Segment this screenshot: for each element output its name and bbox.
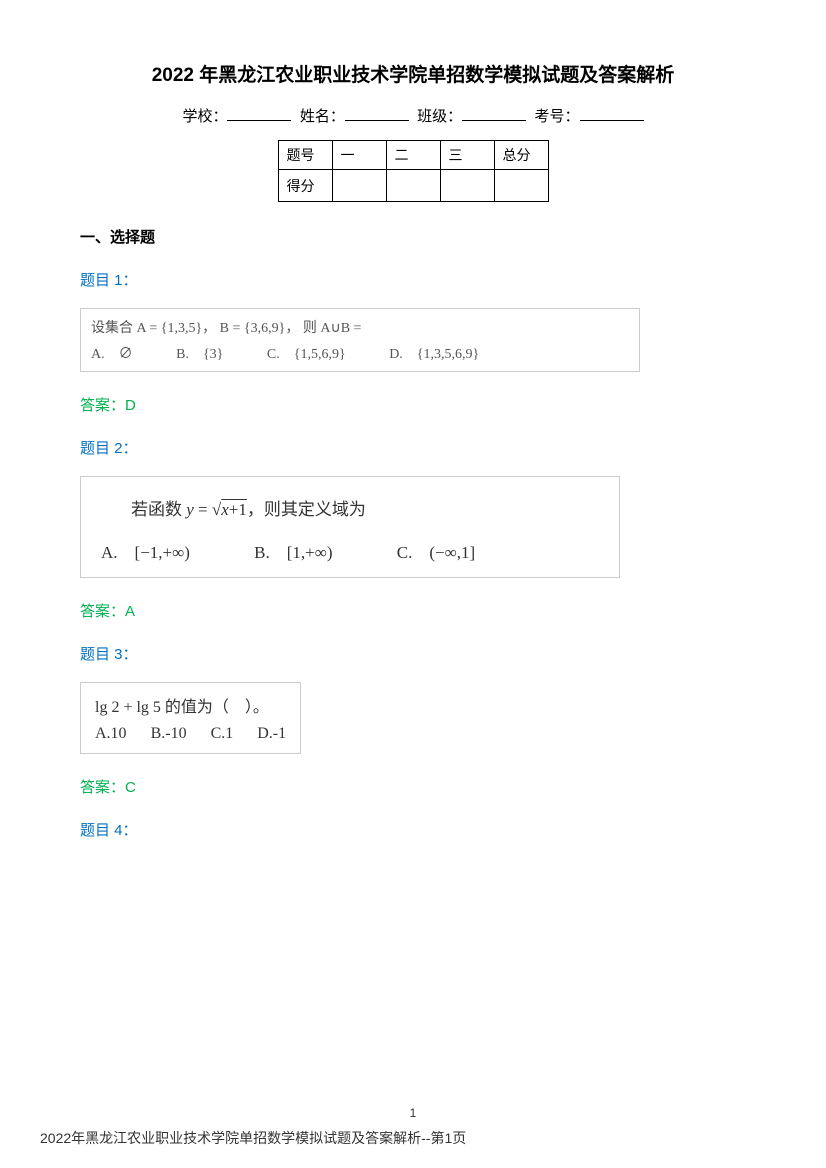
- q1-choice-c: C. {1,5,6,9}: [267, 343, 346, 363]
- school-blank: [227, 107, 291, 121]
- q3-choice-b: B.-10: [151, 725, 187, 743]
- question-3-box: lg 2 + lg 5 的值为（ ）。 A.10 B.-10 C.1 D.-1: [80, 682, 301, 754]
- question-1-label: 题目 1：: [80, 269, 746, 290]
- question-2-box: 若函数 y = √x+1，则其定义域为 A. [−1,+∞) B. [1,+∞)…: [80, 476, 620, 578]
- q3-choice-a: A.10: [95, 725, 127, 743]
- exam-no-blank: [580, 107, 644, 121]
- q3-choice-c: C.1: [211, 725, 234, 743]
- score-cell: [440, 170, 494, 202]
- student-info-line: 学校： 姓名： 班级： 考号：: [80, 105, 746, 126]
- score-table: 题号 一 二 三 总分 得分: [278, 140, 549, 202]
- q2-choice-a: A. [−1,+∞): [101, 538, 190, 563]
- q1-choice-a: A. ∅: [91, 343, 133, 363]
- answer-2-label: 答案：A: [80, 600, 746, 621]
- score-cell: [332, 170, 386, 202]
- class-label: 班级：: [417, 108, 462, 125]
- score-header-cell: 一: [332, 141, 386, 170]
- page-number: 1: [0, 1106, 826, 1120]
- score-cell: [494, 170, 548, 202]
- score-cell: [386, 170, 440, 202]
- q3-choice-d: D.-1: [257, 725, 286, 743]
- question-2-label: 题目 2：: [80, 437, 746, 458]
- score-header-cell: 二: [386, 141, 440, 170]
- answer-3-label: 答案：C: [80, 776, 746, 797]
- score-header-cell: 总分: [494, 141, 548, 170]
- question-3-label: 题目 3：: [80, 643, 746, 664]
- score-row-label: 得分: [278, 170, 332, 202]
- q2-choice-c: C. (−∞,1]: [397, 538, 475, 563]
- class-blank: [462, 107, 526, 121]
- exam-no-label: 考号：: [535, 108, 580, 125]
- question-1-stem: 设集合 A = {1,3,5}， B = {3,6,9}， 则 A∪B =: [91, 317, 629, 337]
- footer-caption: 2022年黑龙江农业职业技术学院单招数学模拟试题及答案解析--第1页: [40, 1128, 466, 1148]
- question-2-choices: A. [−1,+∞) B. [1,+∞) C. (−∞,1]: [101, 538, 599, 563]
- answer-1-label: 答案：D: [80, 394, 746, 415]
- question-1-box: 设集合 A = {1,3,5}， B = {3,6,9}， 则 A∪B = A.…: [80, 308, 640, 372]
- question-1-choices: A. ∅ B. {3} C. {1,5,6,9} D. {1,3,5,6,9}: [91, 343, 629, 363]
- question-3-choices: A.10 B.-10 C.1 D.-1: [95, 725, 286, 743]
- score-header-cell: 题号: [278, 141, 332, 170]
- name-label: 姓名：: [300, 108, 345, 125]
- q2-choice-b: B. [1,+∞): [254, 538, 332, 563]
- q1-choice-d: D. {1,3,5,6,9}: [389, 343, 479, 363]
- section-1-label: 一、选择题: [80, 226, 746, 247]
- score-header-cell: 三: [440, 141, 494, 170]
- name-blank: [345, 107, 409, 121]
- page-title: 2022 年黑龙江农业职业技术学院单招数学模拟试题及答案解析: [80, 60, 746, 87]
- q1-choice-b: B. {3}: [176, 343, 223, 363]
- school-label: 学校：: [182, 108, 227, 125]
- question-2-stem: 若函数 y = √x+1，则其定义域为: [101, 495, 599, 520]
- question-3-stem: lg 2 + lg 5 的值为（ ）。: [95, 693, 286, 717]
- question-4-label: 题目 4：: [80, 819, 746, 840]
